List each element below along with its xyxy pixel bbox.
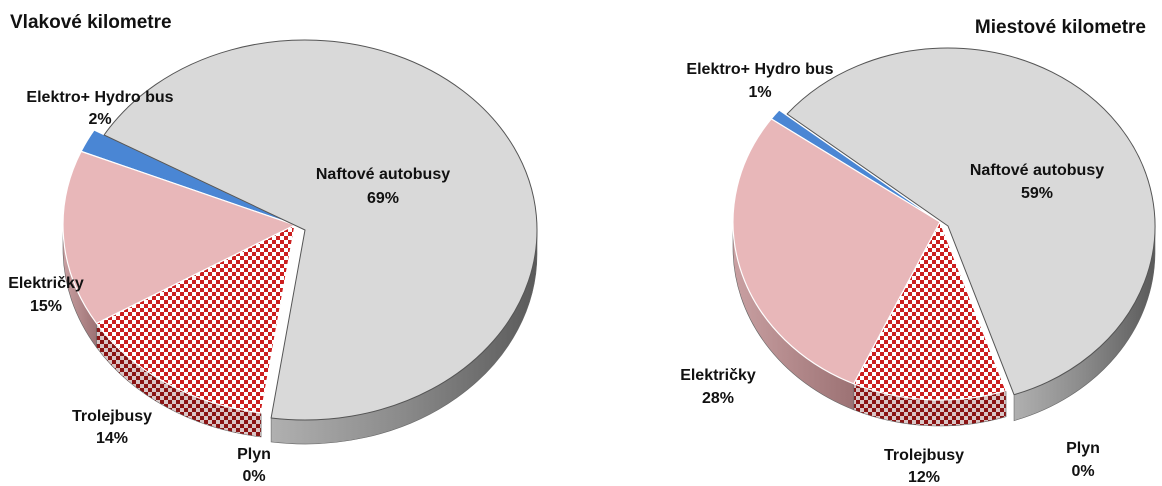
value-plyn: 0% xyxy=(1071,463,1094,480)
label-trolejbusy: Trolejbusy xyxy=(884,447,964,464)
label-naftove-autobusy: Naftové autobusy xyxy=(316,166,450,183)
pie-slice-naftove-autobusy xyxy=(786,47,1156,396)
pie-chart-miestove: Miestové kilometre Naftové autobusy 59% … xyxy=(680,17,1156,486)
label-trolejbusy: Trolejbusy xyxy=(72,408,152,425)
value-elektricky: 15% xyxy=(30,298,62,315)
pie-slice-elektricky xyxy=(732,118,941,385)
label-naftove-autobusy: Naftové autobusy xyxy=(970,162,1104,179)
value-elektricky: 28% xyxy=(702,390,734,407)
label-elektro-hydro-bus: Elektro+ Hydro bus xyxy=(686,61,833,78)
value-elektro-hydro-bus: 2% xyxy=(88,111,111,128)
label-elektricky: Električky xyxy=(8,275,84,292)
pie-tops-miestove xyxy=(732,47,1156,401)
value-plyn: 0% xyxy=(242,468,265,485)
pie-tops-vlakove xyxy=(62,39,538,421)
pie-slice-trolejbusy xyxy=(95,224,296,414)
pie-slice-trolejbusy xyxy=(853,221,1007,401)
value-trolejbusy: 12% xyxy=(908,469,940,486)
label-plyn: Plyn xyxy=(237,446,271,463)
chart-title-vlakove: Vlakové kilometre xyxy=(10,12,172,33)
value-trolejbusy: 14% xyxy=(96,430,128,447)
pie-slice-elektricky xyxy=(62,150,296,325)
value-naftove-autobusy: 59% xyxy=(1021,185,1053,202)
value-naftove-autobusy: 69% xyxy=(367,190,399,207)
chart-title-miestove: Miestové kilometre xyxy=(975,17,1146,38)
label-elektricky: Električky xyxy=(680,367,756,384)
label-elektro-hydro-bus: Elektro+ Hydro bus xyxy=(26,89,173,106)
pie-slice-naftove-autobusy xyxy=(103,39,538,421)
label-plyn: Plyn xyxy=(1066,440,1100,457)
value-elektro-hydro-bus: 1% xyxy=(748,84,771,101)
pie-chart-vlakove: Vlakové kilometre Naftové autobusy 69% E… xyxy=(8,12,538,485)
